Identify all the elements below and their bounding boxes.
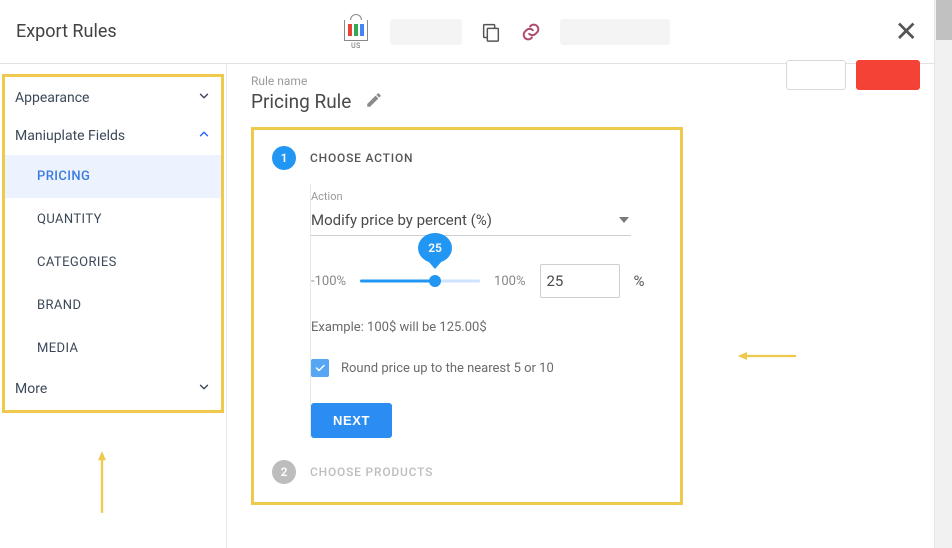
page: Export Rules US ✕ bbox=[0, 0, 934, 548]
slider-thumb[interactable] bbox=[429, 275, 441, 287]
annotation-arrow-right bbox=[716, 352, 818, 360]
slider-track-fill bbox=[360, 280, 435, 283]
round-price-checkbox[interactable] bbox=[311, 359, 329, 377]
percent-input[interactable] bbox=[540, 264, 620, 298]
sidebar-item-brand[interactable]: BRAND bbox=[5, 284, 221, 327]
sidebar-section-label: More bbox=[15, 381, 47, 397]
sidebar-section-appearance[interactable]: Appearance bbox=[5, 79, 221, 117]
close-icon[interactable]: ✕ bbox=[895, 18, 918, 46]
topbar-center: US bbox=[340, 0, 670, 64]
content: Appearance Maniuplate Fields PRICING QUA… bbox=[0, 64, 934, 548]
step1-header: 1 CHOOSE ACTION bbox=[272, 146, 662, 170]
store-bag-icon[interactable]: US bbox=[340, 14, 372, 50]
sidebar-section-more[interactable]: More bbox=[5, 370, 221, 408]
topbar: Export Rules US ✕ bbox=[0, 0, 934, 64]
sidebar-highlight-box: Appearance Maniuplate Fields PRICING QUA… bbox=[2, 74, 224, 413]
topbar-placeholder-1 bbox=[390, 19, 462, 45]
scrollbar-thumb[interactable] bbox=[936, 0, 952, 40]
copy-icon[interactable] bbox=[480, 21, 502, 43]
sidebar-section-label: Maniuplate Fields bbox=[15, 128, 125, 144]
slider-bubble: 25 bbox=[418, 233, 452, 263]
main-panel: Rule name Pricing Rule 1 CHOOSE ACTION A… bbox=[226, 64, 934, 548]
action-field-label: Action bbox=[311, 190, 662, 203]
rule-name-value: Pricing Rule bbox=[251, 90, 351, 113]
step-panel-highlight: 1 CHOOSE ACTION Action Modify price by p… bbox=[251, 127, 683, 505]
sidebar-subitems: PRICING QUANTITY CATEGORIES BRAND MEDIA bbox=[5, 155, 221, 370]
slider-max-label: 100% bbox=[494, 274, 525, 289]
vertical-scrollbar[interactable] bbox=[934, 0, 952, 548]
link-icon[interactable] bbox=[520, 21, 542, 43]
danger-button[interactable] bbox=[856, 60, 920, 90]
store-bag-label: US bbox=[351, 42, 361, 50]
edit-icon[interactable] bbox=[365, 91, 383, 113]
secondary-button[interactable] bbox=[786, 60, 846, 90]
annotation-arrow-up bbox=[98, 428, 106, 536]
round-price-label: Round price up to the nearest 5 or 10 bbox=[341, 361, 554, 376]
percent-slider-row: -100% 25 100% % bbox=[311, 264, 651, 298]
step2-header[interactable]: 2 CHOOSE PRODUCTS bbox=[272, 460, 662, 484]
chevron-down-icon bbox=[197, 89, 211, 107]
top-action-buttons bbox=[786, 60, 920, 90]
chevron-up-icon bbox=[197, 127, 211, 145]
example-text: Example: 100$ will be 125.00$ bbox=[311, 320, 662, 335]
sidebar-item-categories[interactable]: CATEGORIES bbox=[5, 241, 221, 284]
action-select-value: Modify price by percent (%) bbox=[311, 211, 492, 229]
round-price-row[interactable]: Round price up to the nearest 5 or 10 bbox=[311, 359, 662, 377]
sidebar-item-media[interactable]: MEDIA bbox=[5, 327, 221, 370]
sidebar-section-manipulate[interactable]: Maniuplate Fields bbox=[5, 117, 221, 155]
step2-title: CHOOSE PRODUCTS bbox=[310, 465, 433, 479]
step1-number: 1 bbox=[272, 146, 296, 170]
sidebar: Appearance Maniuplate Fields PRICING QUA… bbox=[0, 64, 226, 548]
step2-number: 2 bbox=[272, 460, 296, 484]
caret-down-icon bbox=[619, 217, 629, 223]
topbar-placeholder-2 bbox=[560, 19, 670, 45]
action-select[interactable]: Modify price by percent (%) bbox=[311, 207, 631, 236]
page-title: Export Rules bbox=[16, 21, 117, 42]
sidebar-item-quantity[interactable]: QUANTITY bbox=[5, 198, 221, 241]
chevron-down-icon bbox=[197, 380, 211, 398]
step1-body: Action Modify price by percent (%) -100%… bbox=[310, 184, 662, 438]
percent-slider[interactable]: 25 bbox=[360, 271, 480, 291]
next-button[interactable]: NEXT bbox=[311, 403, 392, 438]
sidebar-section-label: Appearance bbox=[15, 90, 89, 106]
slider-min-label: -100% bbox=[311, 274, 346, 289]
step1-title: CHOOSE ACTION bbox=[310, 151, 413, 165]
sidebar-item-pricing[interactable]: PRICING bbox=[5, 155, 221, 198]
percent-sign: % bbox=[634, 272, 645, 290]
